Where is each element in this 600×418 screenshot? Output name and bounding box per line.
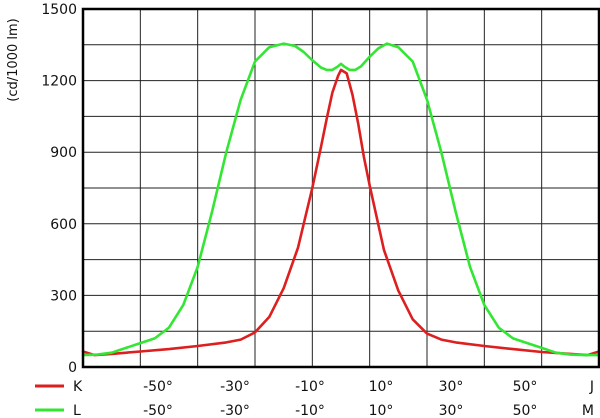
x-tick-label-L: -10° [295, 403, 325, 418]
y-tick-label: 300 [50, 288, 77, 304]
x-tick-label-K: J [589, 379, 594, 395]
series-line-K [81, 68, 600, 357]
x-tick-label-L: -50° [143, 403, 173, 418]
x-tick-label-K: 30° [439, 379, 464, 395]
x-tick-label-K: 50° [513, 379, 538, 395]
x-tick-label-K: -10° [295, 379, 325, 395]
legend: K -50° -30° -10° 10° 30° 50° J L -50° -30° -10° 10° 3… [35, 379, 594, 418]
x-tick-label-K: 10° [369, 379, 394, 395]
y-tick-label: 1200 [41, 74, 77, 90]
legend-label-L: L [73, 403, 81, 418]
y-tick-label: 0 [68, 360, 77, 376]
x-tick-label-L: 10° [369, 403, 394, 418]
x-tick-label-L: M [582, 403, 594, 418]
series-layer [81, 42, 600, 357]
plot-frame [81, 7, 600, 369]
x-tick-label-K: -50° [143, 379, 173, 395]
x-tick-label-L: 30° [439, 403, 464, 418]
grid [83, 9, 599, 367]
y-tick-labels: 0 300 600 900 1200 1500 [41, 2, 77, 376]
x-tick-label-L: -30° [220, 403, 250, 418]
x-tick-label-K: -30° [220, 379, 250, 395]
y-axis-label: (cd/1000 lm) [6, 18, 21, 101]
y-tick-label: 1500 [41, 2, 77, 18]
y-tick-label: 900 [50, 145, 77, 161]
series-line-L [81, 42, 600, 357]
x-tick-label-L: 50° [513, 403, 538, 418]
legend-label-K: K [73, 379, 83, 395]
y-tick-label: 600 [50, 217, 77, 233]
